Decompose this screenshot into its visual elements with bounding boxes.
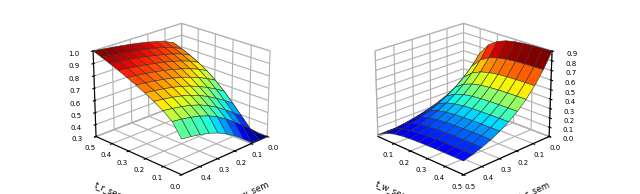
X-axis label: t_w_sem: t_w_sem bbox=[235, 180, 271, 194]
X-axis label: t_w_sem: t_w_sem bbox=[374, 180, 410, 194]
Y-axis label: t_r_sem: t_r_sem bbox=[518, 181, 552, 194]
Y-axis label: t_r_sem: t_r_sem bbox=[93, 181, 127, 194]
